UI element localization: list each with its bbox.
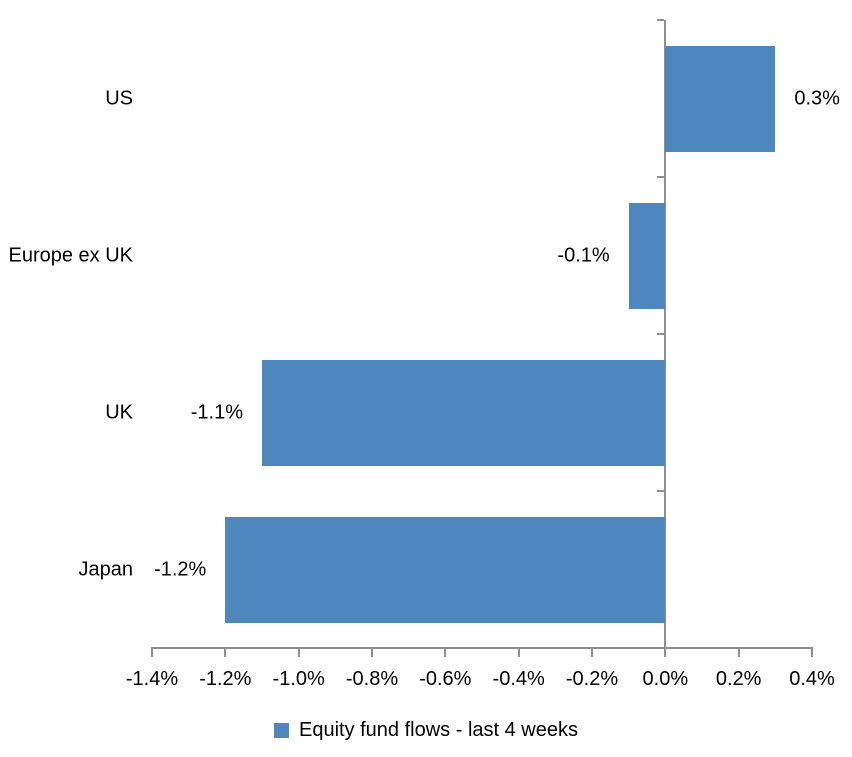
x-tick-label: 0.2%: [715, 668, 762, 690]
bar-value-label: -0.1%: [557, 244, 610, 266]
x-tick-label: -1.4%: [125, 668, 179, 690]
category-label-japan: Japan: [78, 558, 134, 580]
x-axis-tick: [151, 649, 153, 657]
category-label-uk: UK: [105, 401, 133, 423]
legend-marker-square: [273, 722, 289, 738]
x-axis-tick: [297, 649, 300, 657]
x-tick-label: -0.6%: [419, 668, 472, 690]
x-tick-label: -0.4%: [492, 668, 545, 690]
x-axis-tick: [517, 649, 520, 657]
category-label-us: US: [105, 87, 133, 109]
legend-series-label: Equity fund flows - last 4 weeks: [298, 718, 578, 741]
x-axis-tick: [591, 649, 593, 657]
x-tick-label: -1.0%: [272, 668, 325, 690]
category-label-europe-ex-uk: Europe ex UK: [8, 244, 133, 266]
y-axis-line: [664, 20, 667, 648]
x-axis-tick: [224, 649, 227, 657]
x-tick-label: -0.2%: [565, 668, 619, 690]
x-tick-label: 0.4%: [789, 668, 835, 690]
bar-uk: [262, 359, 666, 466]
category-axis-tick: [657, 490, 665, 492]
x-tick-label: -1.2%: [199, 668, 252, 690]
x-axis-tick: [444, 649, 447, 657]
category-axis-tick: [657, 333, 665, 335]
x-axis-tick: [811, 649, 813, 657]
bar-europe-ex-uk: [628, 202, 666, 309]
category-axis-tick: [657, 176, 665, 178]
x-axis-tick: [371, 649, 373, 657]
bar-us: [665, 45, 776, 152]
x-tick-label: -0.8%: [345, 668, 399, 690]
bar-value-label: -1.2%: [154, 558, 207, 580]
x-axis-line: [151, 647, 813, 649]
legend: Equity fund flows - last 4 weeks: [0, 714, 852, 746]
bar-japan: [225, 516, 666, 623]
x-tick-label: 0.0%: [642, 668, 689, 690]
bar-value-label: -1.1%: [190, 401, 243, 423]
bar-value-label: 0.3%: [794, 87, 840, 109]
x-axis-tick: [664, 649, 667, 657]
x-axis-tick: [737, 649, 740, 657]
category-axis-tick: [657, 19, 665, 21]
